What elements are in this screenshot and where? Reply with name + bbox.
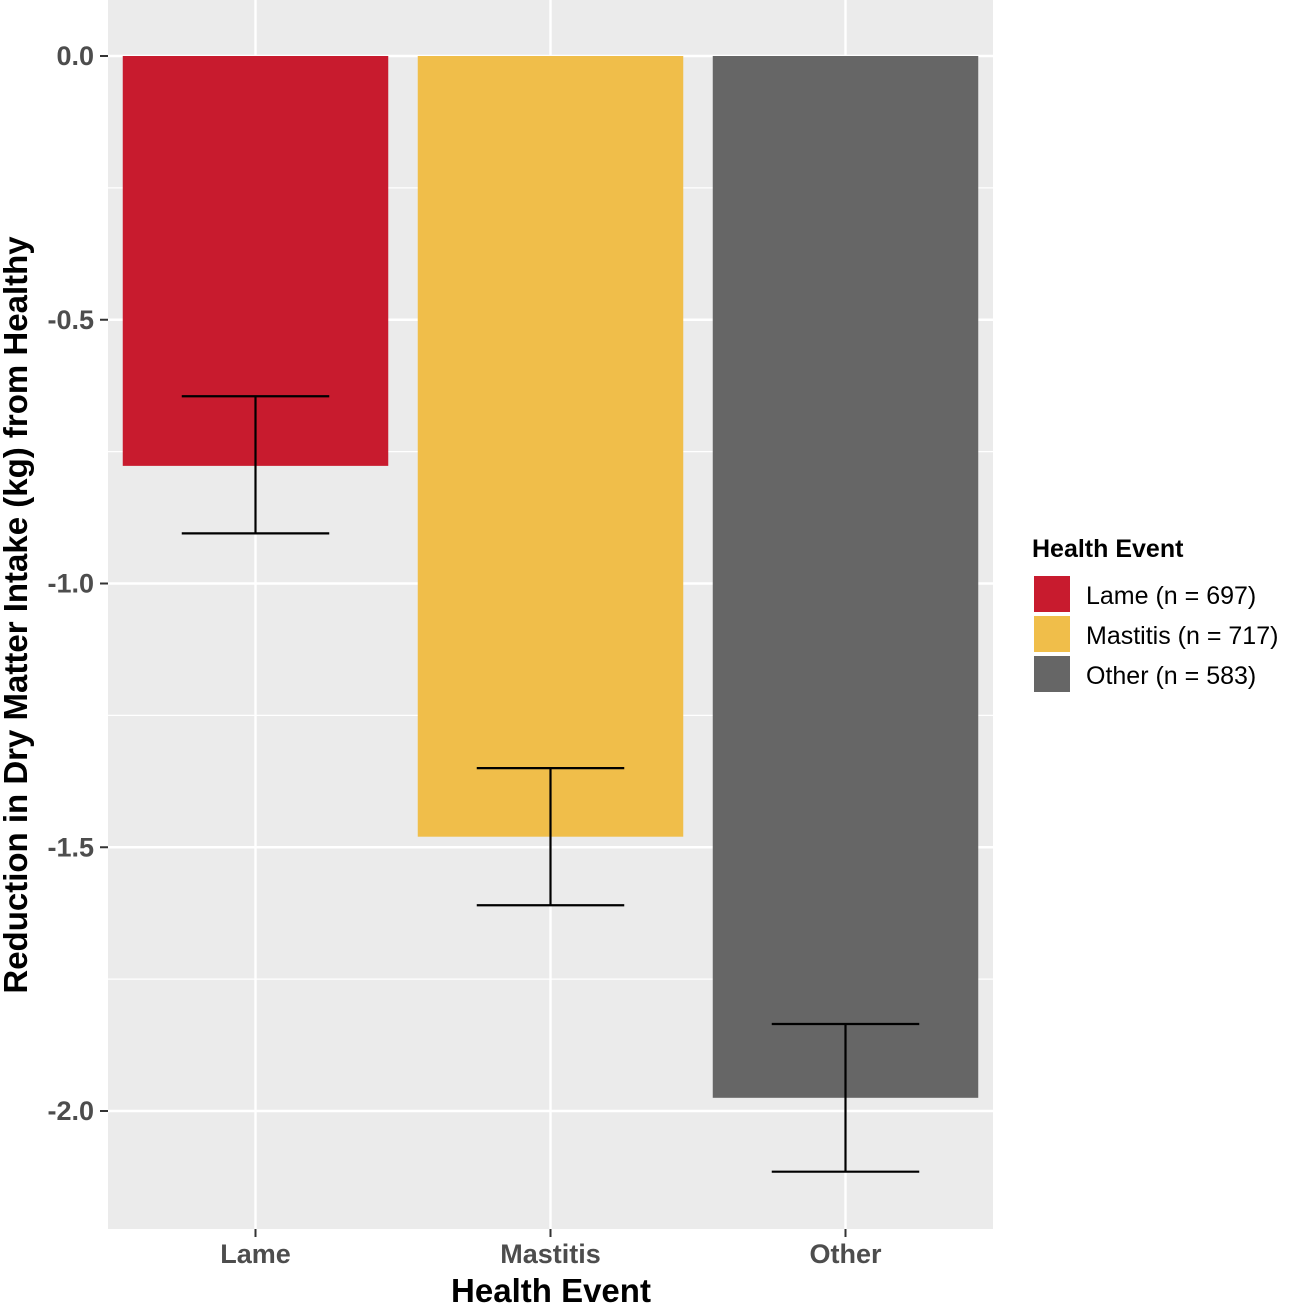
legend-item: Lame (n = 697) (1034, 576, 1256, 612)
error-bar-other (771, 1022, 920, 1173)
x-tick-label: Other (809, 1239, 882, 1269)
x-tick-label: Lame (220, 1239, 291, 1269)
y-tick-label: -1.0 (47, 569, 94, 599)
error-bars (181, 395, 920, 1173)
x-axis-title: Health Event (451, 1272, 651, 1305)
legend-swatch (1034, 656, 1070, 692)
y-tick-label: -2.0 (47, 1096, 94, 1126)
legend-swatch (1034, 576, 1070, 612)
legend-item: Mastitis (n = 717) (1034, 616, 1278, 652)
legend-swatch (1034, 616, 1070, 652)
error-bar-mastitis (476, 767, 625, 907)
y-tick-label: 0.0 (56, 41, 94, 71)
legend-title: Health Event (1032, 535, 1184, 563)
y-axis-title: Reduction in Dry Matter Intake (kg) from… (0, 236, 34, 994)
legend-label: Other (n = 583) (1086, 662, 1256, 690)
bar-other (712, 56, 979, 1098)
y-tick-label: -0.5 (47, 305, 94, 335)
legend-label: Mastitis (n = 717) (1086, 622, 1278, 650)
bars (122, 56, 979, 1098)
error-bar-lame (181, 395, 330, 535)
y-axis: 0.0 -0.5 -1.0 -1.5 -2.0 (47, 41, 108, 1126)
legend: Health Event Lame (n = 697) Mastitis (n =… (1032, 535, 1278, 692)
legend-item: Other (n = 583) (1034, 656, 1256, 692)
x-tick-label: Mastitis (500, 1239, 601, 1269)
bar-mastitis (417, 56, 684, 837)
legend-label: Lame (n = 697) (1086, 582, 1256, 610)
x-axis: Lame Mastitis Other (220, 1229, 882, 1269)
legend-items: Lame (n = 697) Mastitis (n = 717) Other (n… (1034, 576, 1278, 692)
y-tick-label: -1.5 (47, 832, 94, 862)
